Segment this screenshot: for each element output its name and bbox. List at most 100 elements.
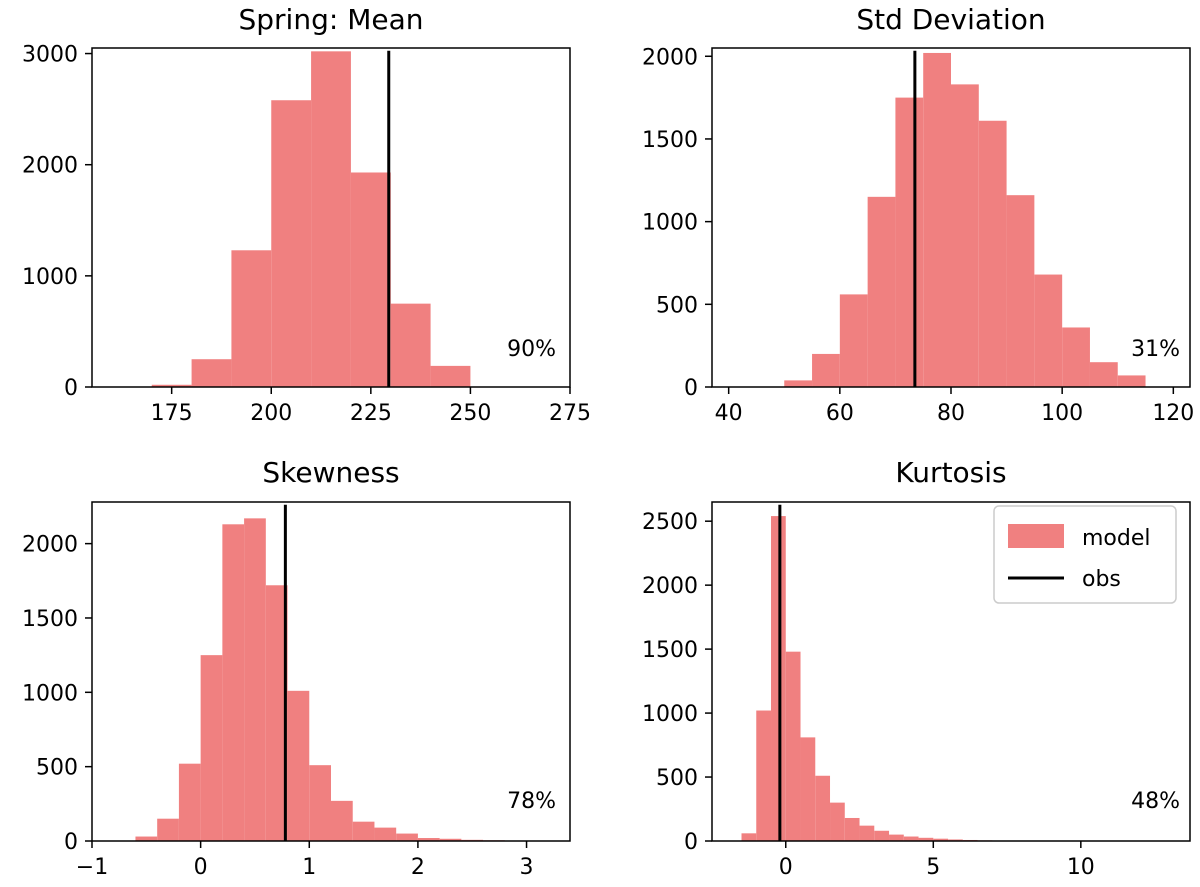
histogram-bar [859,825,875,841]
y-tick-label: 3000 [22,43,78,68]
histogram-bar [839,294,868,387]
histogram-bar [1006,195,1035,387]
y-axis-ticks: 0 500 1000 1500 2000 2500 [642,510,712,855]
legend-obs-label: obs [1082,567,1121,592]
histogram-bar [889,834,904,841]
y-tick-label: 2000 [642,574,698,599]
histogram-bar [741,833,757,841]
x-axis-ticks: 40 60 80 100 120 [715,387,1194,426]
x-tick-label: 175 [151,401,193,426]
y-tick-label: 0 [684,830,698,855]
y-tick-label: 500 [656,293,698,318]
histogram-bar [800,737,816,841]
histogram-bar [895,97,924,388]
panel-title: Skewness [262,456,399,489]
percentile-label: 48% [1131,789,1180,814]
histogram-bar [222,524,245,841]
x-tick-label: 250 [449,401,491,426]
histogram-bar [830,802,845,841]
x-tick-label: 275 [549,401,591,426]
legend: model obs [993,505,1177,604]
histogram-bar [309,765,331,841]
histogram-bar [151,384,192,387]
y-tick-label: 1000 [642,211,698,236]
histogram-bar [1089,362,1118,387]
x-tick-label: −1 [76,855,108,880]
y-tick-label: 0 [64,376,78,401]
x-axis-ticks: 0 5 10 [779,841,1095,880]
y-tick-label: 500 [656,766,698,791]
histogram-bar [417,838,440,841]
histogram-bar [350,172,391,387]
histogram-bar [978,120,1007,387]
y-tick-label: 2000 [642,45,698,70]
x-tick-label: 40 [715,401,743,426]
x-tick-label: 120 [1152,401,1194,426]
panel-title: Std Deviation [856,3,1045,36]
histogram-bar [191,359,232,387]
y-tick-label: 1500 [642,638,698,663]
x-tick-label: 225 [350,401,392,426]
histogram-bars [151,51,471,388]
histogram-bar [948,839,963,841]
histogram-bar [784,380,813,387]
x-tick-label: 10 [1067,855,1095,880]
y-tick-label: 1500 [642,128,698,153]
y-axis-ticks: 0 500 1000 1500 2000 [22,533,92,855]
histogram-bars [135,518,505,841]
percentile-label: 78% [507,789,556,814]
histogram-bar [785,651,801,841]
histogram-bar [390,303,431,387]
y-tick-label: 1000 [22,681,78,706]
x-tick-label: 60 [826,401,854,426]
y-tick-label: 0 [684,376,698,401]
percentile-label: 90% [507,337,556,362]
histogram-bar [244,518,266,841]
histogram-bar [933,838,949,841]
plot-frame [711,47,1191,388]
x-tick-label: 200 [250,401,292,426]
histogram-bar [1062,327,1090,387]
panel-spring-mean: Spring: Mean 175 200 225 250 275 0 1000 2000 30… [22,3,591,426]
x-tick-label: 0 [194,855,208,880]
histogram-bar [287,690,310,841]
y-tick-label: 1000 [22,265,78,290]
y-tick-label: 2500 [642,510,698,535]
histogram-bar [311,51,351,388]
y-tick-label: 2000 [22,154,78,179]
y-axis-ticks: 0 500 1000 1500 2000 [642,45,712,401]
x-tick-label: 2 [411,855,425,880]
y-tick-label: 1000 [642,702,698,727]
histogram-bar [271,100,312,387]
panel-title: Kurtosis [895,456,1006,489]
histogram-bars [784,52,1146,388]
histogram-bar [812,353,840,387]
histogram-bar [331,800,353,841]
histogram-bar [265,585,288,841]
histogram-bar [352,821,375,841]
x-tick-label: 80 [937,401,965,426]
histogram-bars [741,516,1008,841]
histogram-bar [867,196,896,387]
histogram-bar [374,827,397,841]
histogram-bar [874,830,890,841]
x-tick-label: 100 [1041,401,1083,426]
percentile-label: 31% [1131,337,1180,362]
legend-model-swatch [1008,524,1064,548]
histogram-bar [396,833,418,841]
legend-model-label: model [1082,526,1151,551]
histogram-bar [430,365,471,387]
x-tick-label: 1 [302,855,316,880]
x-axis-ticks: −1 0 1 2 3 [76,841,534,880]
plot-frame [91,501,571,842]
y-tick-label: 0 [64,830,78,855]
x-tick-label: 5 [926,855,940,880]
y-tick-label: 1500 [22,607,78,632]
plot-frame [91,47,571,388]
histogram-bar [918,837,934,841]
y-axis-ticks: 0 1000 2000 3000 [22,43,92,401]
histogram-bar [439,838,462,841]
histogram-bar [178,763,201,841]
